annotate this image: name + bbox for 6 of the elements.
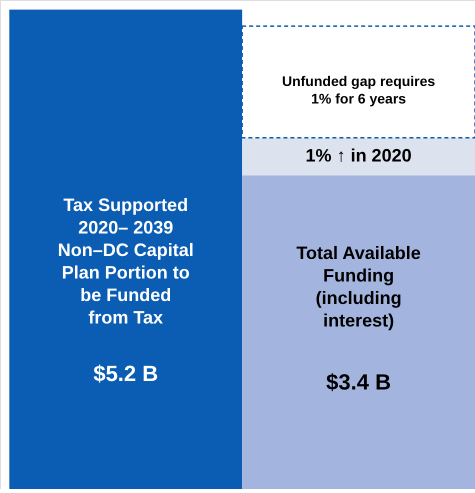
data-label: $3.4 B — [326, 369, 391, 394]
annotation: Tax Supported 2020– 2039 Non–DC Capital Plan Portion to be Funded from Tax — [58, 195, 194, 328]
annotation: Unfunded gap requires 1% for 6 years — [282, 72, 436, 106]
data-label: $5.2 B — [93, 360, 158, 386]
annotation: 1% ↑ in 2020 — [306, 146, 412, 166]
annotation: Total Available Funding (including interest) — [296, 243, 421, 331]
